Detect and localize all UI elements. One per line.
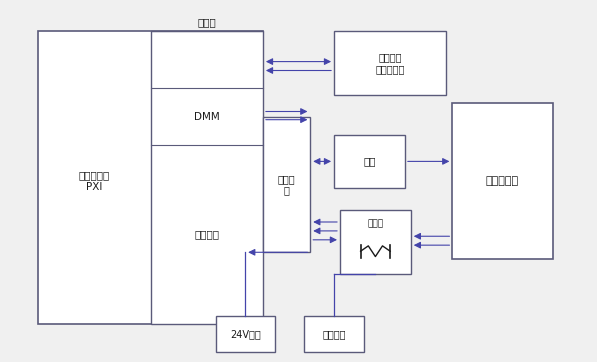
Bar: [150, 31, 263, 324]
Text: 键盘、鼠
标、显示器: 键盘、鼠 标、显示器: [376, 52, 405, 74]
Bar: [334, 31, 447, 96]
Bar: [304, 316, 364, 352]
Text: 控制器: 控制器: [198, 17, 216, 28]
Bar: [216, 316, 275, 352]
Text: 用户设备: 用户设备: [322, 329, 346, 339]
Bar: [334, 135, 405, 188]
Bar: [340, 210, 411, 274]
Text: 继电器: 继电器: [367, 219, 383, 228]
Bar: [453, 102, 553, 260]
Bar: [38, 31, 263, 324]
Text: 被测电路板: 被测电路板: [486, 176, 519, 186]
Text: 工业计算机
PXI: 工业计算机 PXI: [79, 170, 110, 192]
Text: 接口单
元: 接口单 元: [278, 174, 296, 195]
Text: DMM: DMM: [194, 112, 220, 122]
Bar: [263, 117, 310, 252]
Text: 矩阵开关: 矩阵开关: [195, 230, 219, 240]
Text: 针床: 针床: [363, 156, 376, 167]
Text: 24V电源: 24V电源: [230, 329, 261, 339]
